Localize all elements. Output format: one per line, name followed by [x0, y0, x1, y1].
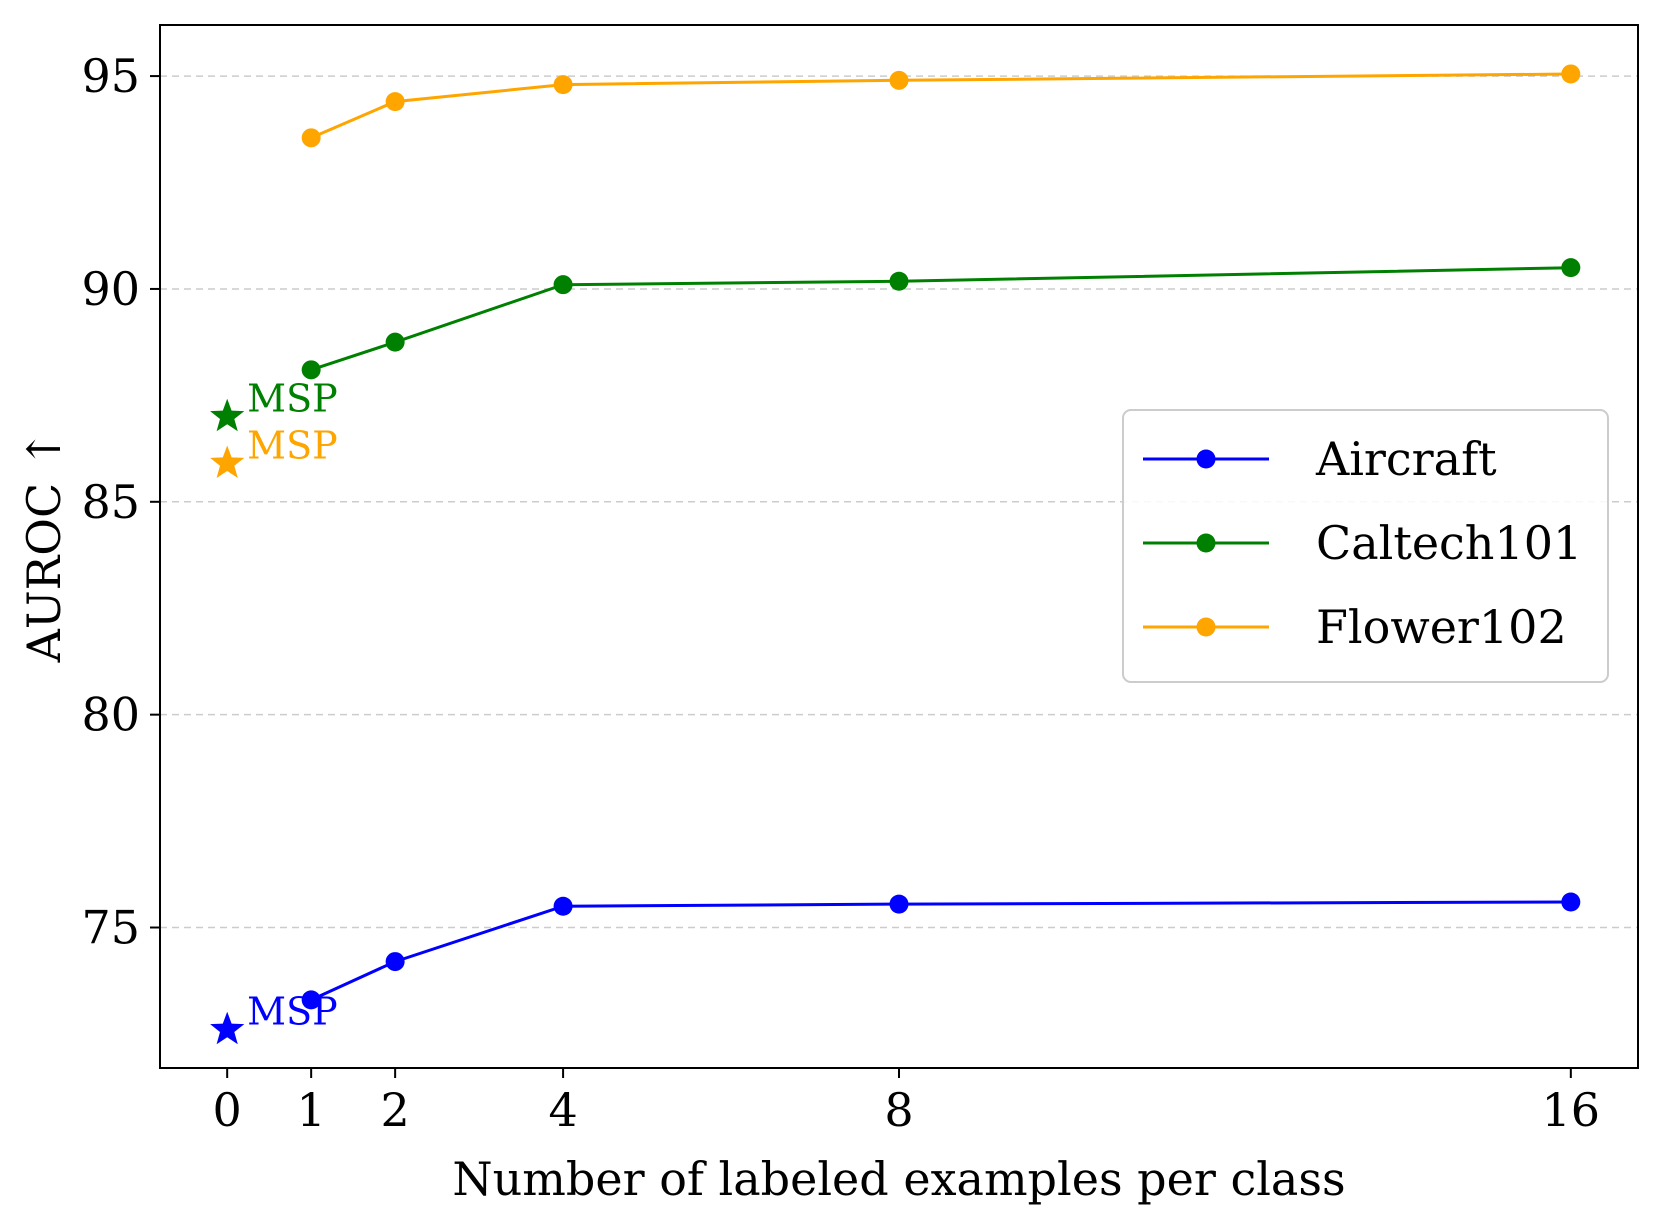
aircraft-point	[889, 894, 909, 914]
y-tick-label: 80	[81, 688, 140, 742]
x-axis-title: Number of labeled examples per class	[452, 1152, 1345, 1206]
legend-caltech101-marker	[1196, 533, 1216, 553]
flower102-point	[385, 92, 405, 112]
aircraft-point	[553, 896, 573, 916]
flower102-point	[301, 128, 321, 148]
flower102-point	[889, 70, 909, 90]
caltech101-msp-star	[210, 398, 245, 432]
legend-aircraft-marker	[1196, 449, 1216, 469]
legend-aircraft-label: Aircraft	[1315, 432, 1497, 486]
aircraft-point	[1561, 892, 1581, 912]
aircraft-line	[310, 900, 1571, 1002]
legend-caltech101-label: Caltech101	[1316, 516, 1582, 570]
legend-flower102-marker	[1196, 617, 1216, 637]
caltech101-msp-label: MSP	[247, 377, 338, 421]
caltech101-point	[385, 332, 405, 352]
y-tick-label: 90	[81, 262, 140, 316]
caltech101-line	[310, 266, 1571, 372]
legend: Aircraft Caltech101 Flower102	[1122, 409, 1609, 683]
flower102-point	[1561, 64, 1581, 84]
y-tick-label: 95	[81, 49, 140, 103]
x-axis-ticks: 0 1 2 4 8 16	[213, 1068, 1601, 1137]
x-tick-label: 16	[1542, 1083, 1601, 1137]
y-axis-ticks: 75 80 85 90 95	[81, 49, 160, 955]
caltech101-point	[553, 275, 573, 295]
x-tick-label: 8	[884, 1083, 913, 1137]
x-tick-label: 1	[297, 1083, 326, 1137]
aircraft-point	[385, 952, 405, 972]
aircraft-point	[301, 990, 321, 1010]
x-tick-label: 2	[380, 1083, 409, 1137]
aircraft-msp-label: MSP	[247, 990, 338, 1034]
y-axis-title: AUROC ↑	[17, 430, 71, 664]
flower102-point	[553, 75, 573, 95]
flower102-line	[310, 72, 1571, 140]
legend-frame	[1122, 409, 1609, 683]
y-tick-label: 85	[81, 475, 140, 529]
caltech101-point	[1561, 258, 1581, 278]
aircraft-msp-star	[210, 1011, 245, 1045]
caltech101-point	[301, 360, 321, 380]
flower102-msp-label: MSP	[247, 423, 338, 467]
x-tick-label: 4	[548, 1083, 577, 1137]
grid-lines	[160, 75, 1638, 929]
legend-flower102-label: Flower102	[1316, 600, 1567, 654]
caltech101-point	[889, 271, 909, 291]
flower102-msp-star	[210, 445, 245, 478]
x-tick-label: 0	[213, 1083, 242, 1137]
y-tick-label: 75	[81, 901, 140, 955]
